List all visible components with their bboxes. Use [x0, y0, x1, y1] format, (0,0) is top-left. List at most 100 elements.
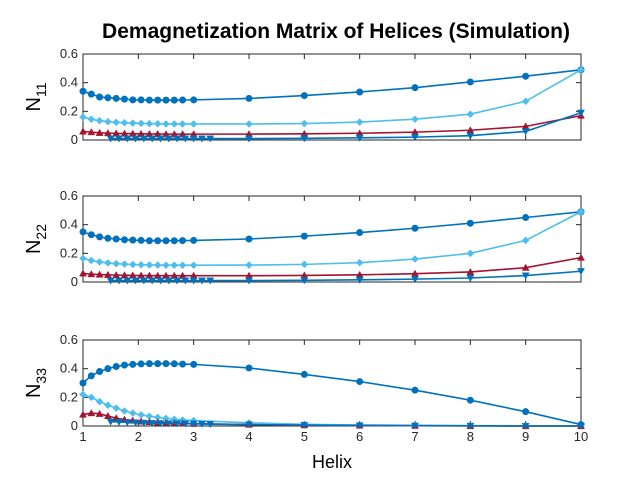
data-point: [87, 256, 96, 265]
data-point: [104, 94, 112, 102]
series-4: [106, 268, 585, 285]
data-point: [466, 78, 474, 86]
data-point: [521, 272, 530, 280]
data-point: [466, 132, 475, 140]
data-point: [154, 96, 162, 104]
data-point: [164, 277, 173, 285]
data-point: [79, 228, 87, 236]
data-point: [112, 235, 120, 243]
data-point: [87, 270, 96, 278]
data-point: [104, 259, 112, 267]
data-point: [162, 237, 170, 245]
y-tick-label: 0.2: [60, 103, 78, 118]
data-point: [300, 370, 308, 378]
data-point: [128, 119, 137, 127]
data-point: [137, 96, 145, 104]
data-point: [153, 119, 162, 128]
data-point: [121, 236, 128, 244]
data-point: [131, 419, 140, 427]
data-point: [466, 267, 475, 276]
data-point: [162, 120, 170, 128]
data-point: [87, 409, 96, 417]
y-tick-label: 0: [71, 274, 78, 289]
data-point: [466, 274, 475, 283]
data-point: [577, 65, 585, 74]
data-point: [300, 232, 308, 240]
data-point: [123, 419, 132, 427]
x-tick-label: 5: [301, 429, 308, 444]
y-tick-label: 0.4: [60, 75, 78, 90]
y-tick-label: 0.4: [60, 361, 78, 376]
data-point: [139, 135, 148, 143]
data-point: [300, 92, 308, 100]
data-point: [190, 360, 198, 368]
series-2: [79, 65, 585, 128]
x-tick-label: 8: [467, 429, 474, 444]
data-point: [79, 410, 87, 418]
data-point: [206, 277, 215, 285]
y-axis-label-main: N: [23, 240, 45, 254]
data-point: [104, 365, 112, 373]
data-point: [96, 93, 104, 101]
data-point: [156, 277, 165, 285]
data-point: [245, 235, 253, 243]
series-2: [79, 207, 585, 270]
data-point: [79, 113, 87, 121]
data-point: [170, 96, 178, 104]
data-point: [178, 261, 187, 270]
data-point: [300, 277, 309, 285]
data-point: [129, 96, 137, 104]
data-point: [148, 277, 157, 285]
data-point: [181, 135, 190, 143]
y-axis-label-main: N: [23, 97, 45, 111]
data-point: [129, 236, 137, 244]
data-point: [245, 94, 253, 102]
y-tick-label: 0.6: [60, 332, 78, 347]
data-point: [156, 135, 165, 143]
data-point: [198, 135, 206, 143]
data-point: [87, 115, 96, 124]
data-point: [112, 94, 120, 102]
y-axis-label-sub: 11: [33, 82, 49, 97]
data-point: [300, 119, 309, 128]
data-point: [112, 118, 121, 127]
y-tick-label: 0.2: [60, 389, 78, 404]
data-point: [577, 422, 585, 431]
data-point: [139, 419, 148, 427]
series-4: [106, 109, 585, 143]
data-point: [411, 422, 419, 430]
data-point: [95, 258, 104, 266]
data-point: [189, 120, 198, 128]
data-point: [121, 95, 128, 103]
data-point: [79, 269, 87, 277]
data-point: [162, 261, 170, 270]
data-point: [156, 420, 165, 428]
data-point: [104, 401, 112, 410]
y-tick-label: 0.2: [60, 245, 78, 260]
y-axis-label-sub: 33: [33, 368, 49, 384]
data-point: [190, 236, 198, 244]
data-point: [173, 277, 181, 285]
y-axis-label-sub: 22: [33, 224, 49, 240]
x-tick-label: 10: [574, 429, 588, 444]
data-point: [178, 120, 187, 128]
data-point: [145, 261, 154, 269]
data-point: [355, 276, 364, 284]
data-point: [356, 229, 364, 237]
x-tick-label: 9: [522, 429, 529, 444]
data-point: [121, 361, 128, 369]
data-point: [137, 236, 145, 244]
data-point: [173, 135, 181, 143]
data-point: [521, 263, 530, 271]
data-point: [577, 253, 585, 261]
data-point: [522, 408, 530, 416]
data-point: [466, 422, 475, 430]
subplot-3: 0 0.2 0.4 0.6 1 2 3 4 5 6 7 8 9 10 N33: [23, 332, 588, 444]
data-point: [355, 258, 364, 267]
data-point: [356, 88, 364, 96]
data-point: [521, 236, 530, 245]
data-point: [104, 234, 112, 242]
data-point: [245, 364, 253, 372]
data-point: [137, 260, 145, 269]
